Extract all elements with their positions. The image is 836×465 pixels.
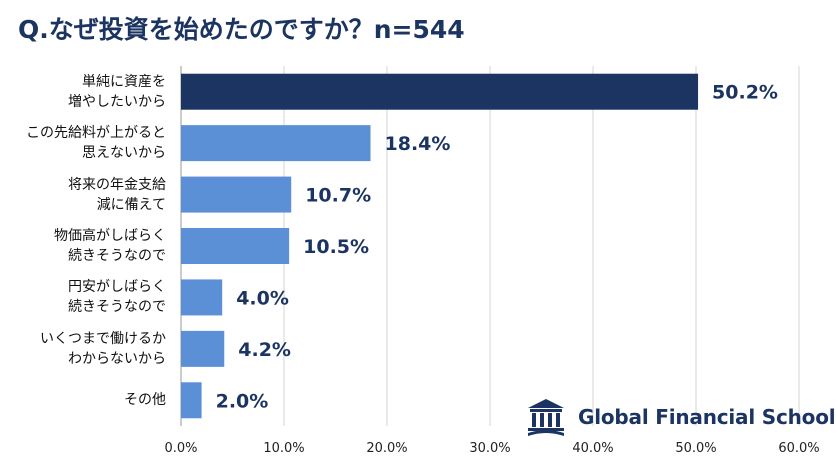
school-building-icon [528, 399, 564, 436]
category-label: 将来の年金支給 減に備えて [68, 176, 166, 213]
bar [181, 382, 202, 419]
category-label: 単純に資産を 増やしたいから [68, 73, 166, 110]
bar [181, 279, 223, 316]
category-label: 物価高がしばらく 続きそうなので [54, 228, 166, 264]
category-label: いくつまで働けるか わからないから [40, 330, 166, 367]
bar [181, 330, 225, 367]
value-label: 10.5% [303, 236, 369, 258]
value-label: 4.2% [238, 339, 291, 361]
category-label: その他 [124, 392, 166, 409]
x-tick-label: 50.0% [675, 441, 716, 456]
value-label: 50.2% [712, 82, 778, 104]
bar [181, 228, 290, 264]
value-label: 10.7% [305, 185, 371, 207]
x-tick-label: 0.0% [164, 441, 197, 456]
value-label: 4.0% [236, 287, 289, 309]
bar [181, 73, 699, 110]
category-label: 円安がしばらく 続きそうなので [68, 279, 166, 316]
chart-title: Q.なぜ投資を始めたのですか？n=544 [18, 15, 465, 44]
value-label: 2.0% [216, 390, 269, 412]
x-tick-label: 20.0% [366, 441, 407, 456]
category-label: この先給料が上がると 思えないから [26, 125, 166, 162]
bar [181, 176, 292, 213]
value-label: 18.4% [385, 133, 451, 155]
logo-text: Global Financial School [578, 405, 836, 429]
bar [181, 125, 371, 162]
x-tick-label: 40.0% [572, 441, 613, 456]
logo: Global Financial School [524, 397, 836, 437]
x-tick-label: 30.0% [469, 441, 510, 456]
x-tick-label: 10.0% [263, 441, 304, 456]
x-tick-label: 60.0% [778, 441, 819, 456]
